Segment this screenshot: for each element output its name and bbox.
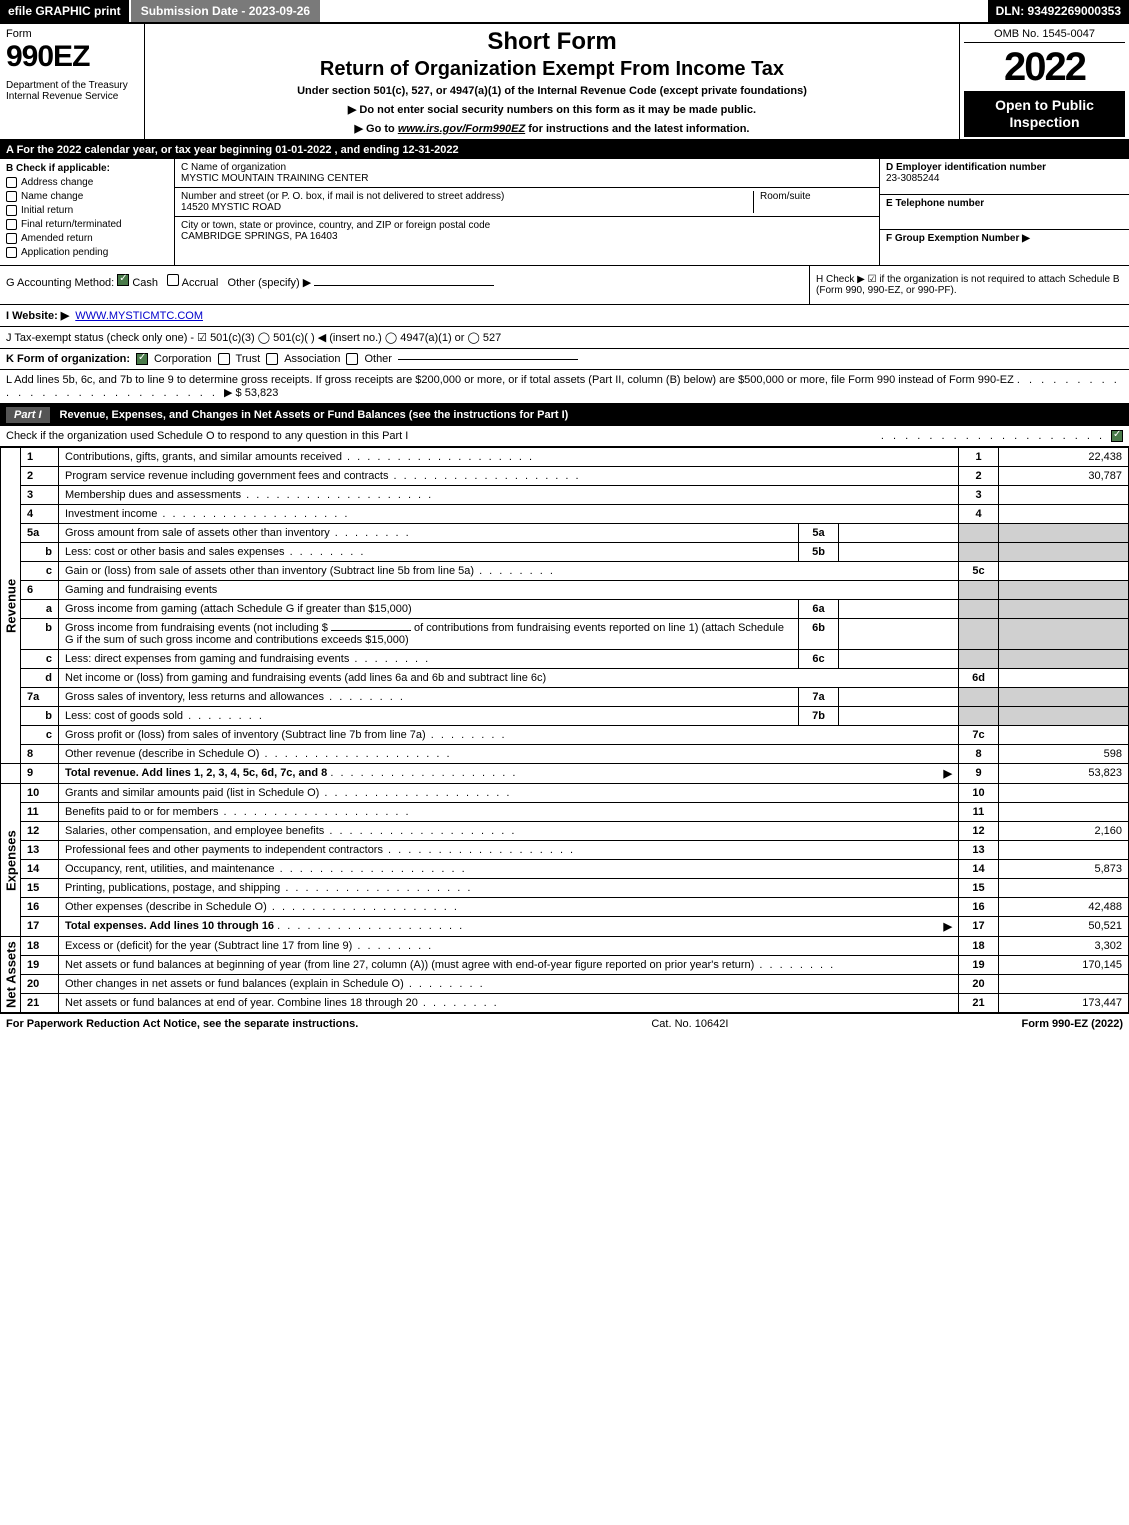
part1-header: Part I Revenue, Expenses, and Changes in… [0,404,1129,426]
l-text: L Add lines 5b, 6c, and 7b to line 9 to … [6,374,1014,386]
form-word: Form [6,28,138,40]
part1-sub: Check if the organization used Schedule … [0,426,1129,447]
form-header: Form 990EZ Department of the Treasury In… [0,24,1129,141]
line-1-num: 1 [21,448,59,467]
check-other[interactable] [346,353,358,365]
line-1-amt: 22,438 [999,448,1129,467]
return-title: Return of Organization Exempt From Incom… [151,58,953,81]
goto-post: for instructions and the latest informat… [525,123,749,135]
footer-left: For Paperwork Reduction Act Notice, see … [6,1018,358,1030]
check-cash[interactable] [117,274,129,286]
top-bar: efile GRAPHIC print Submission Date - 20… [0,0,1129,24]
check-amended-return[interactable]: Amended return [6,233,168,244]
check-corp[interactable] [136,353,148,365]
col-c: C Name of organization MYSTIC MOUNTAIN T… [175,159,879,265]
org-city: CAMBRIDGE SPRINGS, PA 16403 [181,231,873,242]
org-address: 14520 MYSTIC ROAD [181,202,747,213]
page-footer: For Paperwork Reduction Act Notice, see … [0,1013,1129,1034]
header-right: OMB No. 1545-0047 2022 Open to Public In… [959,24,1129,139]
footer-right: Form 990-EZ (2022) [1021,1018,1123,1030]
col-b-header: B Check if applicable: [6,163,168,174]
check-address-change[interactable]: Address change [6,177,168,188]
g-accrual: Accrual [182,277,219,289]
goto-pre: ▶ Go to [355,123,398,135]
g-cash: Cash [132,277,158,289]
side-expenses: Expenses [1,784,21,937]
org-name: MYSTIC MOUNTAIN TRAINING CENTER [181,173,873,184]
part1-sub-text: Check if the organization used Schedule … [6,430,408,442]
check-final-return[interactable]: Final return/terminated [6,219,168,230]
side-revenue: Revenue [1,448,21,764]
header-left: Form 990EZ Department of the Treasury In… [0,24,145,139]
col-def: D Employer identification number 23-3085… [879,159,1129,265]
line-1-desc: Contributions, gifts, grants, and simila… [59,448,959,467]
open-inspection: Open to Public Inspection [964,91,1125,137]
checkbox-icon [6,233,17,244]
line-1-line: 1 [959,448,999,467]
gh-row: G Accounting Method: Cash Accrual Other … [0,266,1129,305]
c-addr-label: Number and street (or P. O. box, if mail… [181,191,747,202]
g-label: G Accounting Method: [6,277,114,289]
check-application-pending[interactable]: Application pending [6,247,168,258]
checkbox-icon [6,247,17,258]
check-accrual[interactable] [167,274,179,286]
part1-title: Revenue, Expenses, and Changes in Net As… [60,409,569,421]
footer-mid: Cat. No. 10642I [651,1018,728,1030]
irs-link[interactable]: www.irs.gov/Form990EZ [398,123,525,135]
row-j: J Tax-exempt status (check only one) - ☑… [0,327,1129,349]
i-label: I Website: ▶ [6,309,69,322]
tax-year: 2022 [964,43,1125,91]
ssn-warning: ▶ Do not enter social security numbers o… [151,103,953,116]
j-text: J Tax-exempt status (check only one) - ☑… [6,331,501,344]
submission-date: Submission Date - 2023-09-26 [131,0,320,22]
checkbox-icon [6,177,17,188]
checkbox-icon [6,205,17,216]
g-other: Other (specify) ▶ [228,277,312,289]
check-initial-return[interactable]: Initial return [6,205,168,216]
section-a: A For the 2022 calendar year, or tax yea… [0,141,1129,159]
f-label: F Group Exemption Number ▶ [886,233,1123,244]
info-grid: B Check if applicable: Address change Na… [0,159,1129,266]
under-section: Under section 501(c), 527, or 4947(a)(1)… [151,85,953,97]
efile-label: efile GRAPHIC print [0,0,129,22]
check-assoc[interactable] [266,353,278,365]
dept-label: Department of the Treasury Internal Reve… [6,80,138,102]
row-i: I Website: ▶ WWW.MYSTICMTC.COM [0,305,1129,327]
row-g: G Accounting Method: Cash Accrual Other … [0,266,809,304]
website-link[interactable]: WWW.MYSTICMTC.COM [75,310,203,322]
checkbox-icon [6,219,17,230]
goto-line: ▶ Go to www.irs.gov/Form990EZ for instru… [151,122,953,135]
e-label: E Telephone number [886,198,1123,209]
part1-table: Revenue 1 Contributions, gifts, grants, … [0,447,1129,1013]
l-amount: ▶ $ 53,823 [224,387,278,399]
room-suite-label: Room/suite [753,191,873,213]
checkbox-icon [6,191,17,202]
ein: 23-3085244 [886,173,1123,184]
row-h: H Check ▶ ☑ if the organization is not r… [809,266,1129,304]
part1-badge: Part I [6,407,50,423]
check-trust[interactable] [218,353,230,365]
form-number: 990EZ [6,40,138,74]
c-city-label: City or town, state or province, country… [181,220,873,231]
row-k: K Form of organization: Corporation Trus… [0,349,1129,370]
row-l: L Add lines 5b, 6c, and 7b to line 9 to … [0,370,1129,404]
side-netassets: Net Assets [1,937,21,1013]
omb-number: OMB No. 1545-0047 [964,26,1125,43]
h-text: H Check ▶ ☑ if the organization is not r… [816,274,1120,296]
dln: DLN: 93492269000353 [988,0,1129,22]
schedule-o-check[interactable] [1111,430,1123,442]
col-b: B Check if applicable: Address change Na… [0,159,175,265]
check-name-change[interactable]: Name change [6,191,168,202]
d-label: D Employer identification number [886,162,1123,173]
short-form-title: Short Form [151,28,953,56]
c-name-label: C Name of organization [181,162,873,173]
header-center: Short Form Return of Organization Exempt… [145,24,959,139]
k-label: K Form of organization: [6,353,130,365]
